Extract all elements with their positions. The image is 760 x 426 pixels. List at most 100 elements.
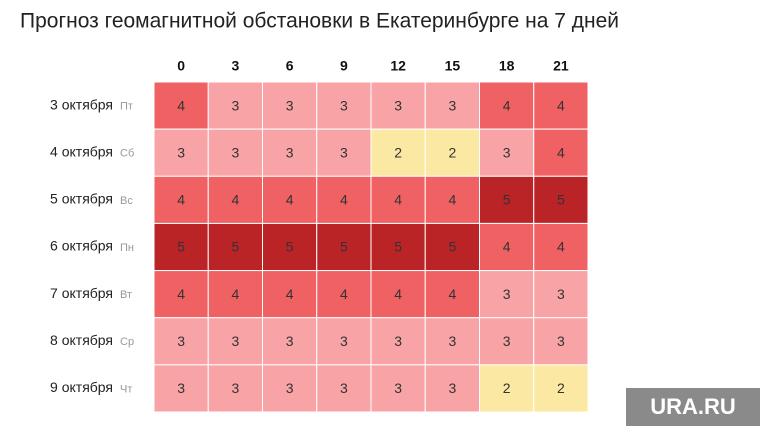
column-label: 15: [445, 58, 461, 74]
cell: [479, 222, 535, 272]
cell-label: 3: [340, 144, 348, 160]
column-label: 12: [390, 58, 406, 74]
cell-label: 2: [557, 380, 565, 396]
cell-label: 3: [177, 144, 185, 160]
row-day: Пт: [120, 100, 133, 112]
cell: [533, 175, 589, 224]
cell-label: 3: [448, 380, 456, 396]
column-label: 18: [499, 58, 515, 74]
cell: [370, 222, 426, 272]
cell: [424, 128, 480, 177]
cell-label: 5: [177, 239, 185, 255]
cell: [207, 175, 263, 224]
cell: [479, 317, 535, 366]
cell: [207, 81, 263, 130]
cell: [479, 270, 535, 319]
row-day: Пн: [120, 242, 134, 254]
cell-label: 4: [231, 286, 239, 302]
cell-label: 3: [231, 333, 239, 349]
cell-label: 2: [394, 144, 402, 160]
cell-label: 3: [231, 380, 239, 396]
cell: [533, 128, 589, 177]
cell-label: 4: [557, 239, 565, 255]
cell: [262, 81, 318, 130]
cell: [424, 81, 480, 130]
cell-label: 4: [231, 192, 239, 208]
cell-label: 3: [448, 97, 456, 113]
cell: [479, 175, 535, 224]
row-date: 4 октября: [50, 143, 113, 159]
cell-label: 4: [177, 97, 185, 113]
column-label: 3: [231, 58, 239, 74]
cell-label: 3: [177, 380, 185, 396]
cell: [207, 128, 263, 177]
cell: [262, 317, 318, 366]
cell-label: 3: [340, 333, 348, 349]
cell-label: 3: [340, 97, 348, 113]
cell-label: 4: [286, 192, 294, 208]
cell-label: 3: [286, 333, 294, 349]
row-date: 5 октября: [50, 191, 113, 207]
chart-title: Прогноз геомагнитной обстановки в Екатер…: [20, 10, 619, 33]
cell-label: 5: [340, 239, 348, 255]
column-label: 0: [177, 58, 185, 74]
cell-label: 5: [394, 239, 402, 255]
row-date: 8 октября: [50, 332, 113, 348]
cell-label: 3: [557, 286, 565, 302]
cell: [316, 175, 372, 224]
cell-label: 3: [286, 144, 294, 160]
cell-label: 2: [503, 380, 511, 396]
cell: [153, 175, 209, 224]
cell: [153, 364, 209, 413]
row-day: Сб: [120, 148, 134, 160]
cell-label: 3: [286, 97, 294, 113]
cell: [370, 364, 426, 413]
cell-label: 4: [557, 97, 565, 113]
row-date: 7 октября: [50, 285, 113, 301]
row-date: 6 октября: [50, 238, 113, 254]
row-day: Вс: [120, 195, 133, 207]
cell: [533, 81, 589, 130]
cell-label: 4: [394, 286, 402, 302]
cell-label: 3: [503, 144, 511, 160]
cell: [424, 175, 480, 224]
column-label: 6: [286, 58, 294, 74]
cell-label: 4: [394, 192, 402, 208]
cell-label: 3: [340, 380, 348, 396]
cell-label: 4: [177, 192, 185, 208]
cell-label: 3: [394, 333, 402, 349]
cell: [316, 128, 372, 177]
cell: [533, 317, 589, 366]
cell: [370, 270, 426, 319]
cell-label: 5: [286, 239, 294, 255]
cell-label: 4: [286, 286, 294, 302]
cell-label: 5: [448, 239, 456, 255]
cell-label: 4: [448, 286, 456, 302]
cell-label: 3: [286, 380, 294, 396]
cell-label: 5: [231, 239, 239, 255]
cell-label: 4: [503, 239, 511, 255]
cell: [316, 222, 372, 272]
row-date: 3 октября: [50, 96, 113, 112]
cell-label: 3: [503, 333, 511, 349]
column-label: 9: [340, 58, 348, 74]
cell: [316, 270, 372, 319]
cell: [262, 222, 318, 272]
watermark-box: [626, 388, 760, 426]
cell: [424, 364, 480, 413]
cell: [424, 317, 480, 366]
cell-label: 4: [177, 286, 185, 302]
row-day: Вт: [120, 289, 132, 301]
cell: [533, 270, 589, 319]
cell-label: 3: [231, 144, 239, 160]
cell: [370, 317, 426, 366]
cell: [153, 81, 209, 130]
column-label: 21: [553, 58, 569, 74]
cell-label: 3: [503, 286, 511, 302]
cell-label: 4: [557, 144, 565, 160]
cell: [533, 364, 589, 413]
cell-label: 5: [503, 192, 511, 208]
watermark: URA.RU: [650, 394, 736, 419]
cell-label: 3: [557, 333, 565, 349]
